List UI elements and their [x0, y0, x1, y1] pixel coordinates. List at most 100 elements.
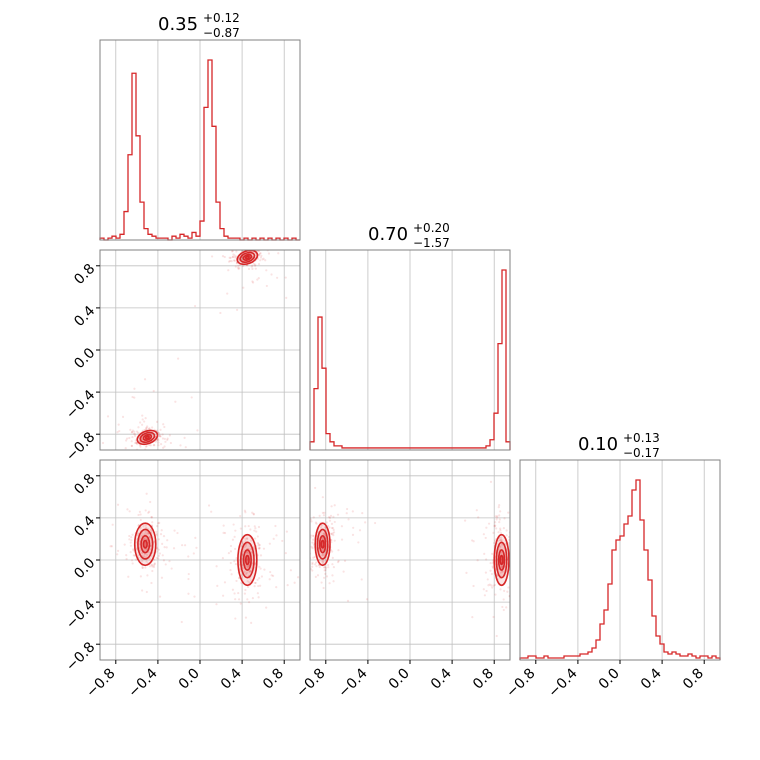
sample-point — [332, 566, 335, 569]
sample-point — [244, 544, 247, 547]
sample-point — [147, 427, 151, 431]
sample-point — [150, 563, 153, 566]
sample-point — [258, 547, 261, 550]
sample-point — [141, 560, 144, 563]
sample-point — [501, 605, 504, 609]
sample-point — [235, 262, 239, 265]
sample-point — [307, 531, 309, 533]
sample-point — [143, 428, 146, 432]
sample-point — [168, 434, 171, 437]
sample-point — [242, 286, 245, 289]
sample-point — [226, 292, 229, 295]
sample-point — [141, 418, 144, 421]
sample-point — [303, 523, 305, 525]
sample-point — [149, 529, 152, 532]
sample-point — [137, 513, 140, 517]
param-title-minus-0: −0.87 — [203, 26, 240, 40]
sample-point — [324, 572, 327, 575]
sample-point — [310, 545, 313, 548]
sample-point — [267, 252, 271, 255]
sample-point — [252, 513, 255, 516]
sample-point — [307, 553, 309, 555]
sample-point — [311, 565, 314, 568]
sample-point — [497, 531, 500, 534]
sample-point — [158, 435, 161, 438]
sample-point — [254, 537, 257, 540]
contour-level-2 — [242, 549, 252, 571]
sample-point — [323, 532, 326, 535]
sample-point — [277, 252, 280, 255]
sample-point — [251, 264, 254, 267]
sample-point — [250, 551, 253, 554]
sample-point — [296, 544, 298, 546]
sample-point — [326, 524, 330, 527]
sample-point — [157, 554, 160, 558]
sample-point — [233, 256, 236, 259]
sample-point — [490, 584, 493, 587]
sample-point — [496, 574, 499, 577]
sample-point — [498, 521, 501, 524]
sample-point — [258, 576, 261, 580]
y-tick-label: 0.8 — [71, 471, 98, 498]
sample-point — [502, 608, 505, 612]
sample-point — [271, 574, 275, 577]
sample-point — [499, 539, 503, 542]
sample-point — [503, 517, 506, 520]
sample-point — [147, 532, 150, 535]
sample-point — [330, 539, 333, 542]
sample-point — [155, 439, 159, 442]
sample-point — [128, 538, 131, 541]
sample-point — [132, 548, 135, 551]
sample-point — [463, 519, 467, 522]
sample-point — [180, 470, 182, 472]
sample-point — [285, 530, 288, 533]
sample-point — [180, 620, 183, 624]
sample-point — [311, 561, 314, 564]
sample-point — [361, 512, 364, 515]
sample-point — [111, 523, 114, 526]
sample-point — [511, 563, 513, 565]
sample-point — [311, 236, 313, 238]
sample-point — [494, 515, 497, 518]
sample-point — [137, 553, 140, 557]
sample-point — [296, 576, 300, 579]
sample-point — [207, 504, 211, 507]
sample-point — [253, 529, 256, 532]
sample-point — [352, 526, 355, 529]
sample-point — [239, 514, 242, 518]
sample-point — [223, 255, 226, 259]
sample-point — [138, 540, 141, 543]
sample-point — [253, 245, 255, 247]
sample-point — [511, 530, 513, 532]
sample-point — [163, 425, 166, 429]
sample-point — [322, 560, 325, 563]
sample-point — [141, 423, 144, 426]
sample-point — [125, 439, 128, 442]
histogram-2 — [519, 479, 721, 660]
sample-point — [143, 450, 145, 452]
sample-point — [492, 584, 495, 587]
sample-point — [258, 252, 261, 255]
sample-point — [159, 532, 163, 536]
sample-point — [325, 521, 328, 524]
sample-point — [284, 276, 287, 279]
sample-point — [251, 267, 254, 270]
sample-point — [134, 558, 138, 561]
sample-point — [187, 465, 189, 467]
sample-point — [135, 430, 139, 433]
sample-point — [143, 553, 147, 556]
sample-point — [320, 581, 323, 584]
sample-point — [116, 431, 119, 434]
sample-point — [133, 430, 136, 433]
sample-point — [233, 259, 236, 262]
sample-point — [143, 420, 146, 423]
sample-point — [251, 596, 254, 600]
sample-point — [324, 526, 327, 529]
sample-point — [146, 574, 149, 577]
sample-point — [321, 562, 325, 565]
sample-point — [221, 557, 224, 560]
sample-point — [373, 521, 377, 525]
sample-point — [240, 581, 243, 585]
sample-point — [153, 444, 156, 447]
sample-point — [228, 256, 231, 259]
